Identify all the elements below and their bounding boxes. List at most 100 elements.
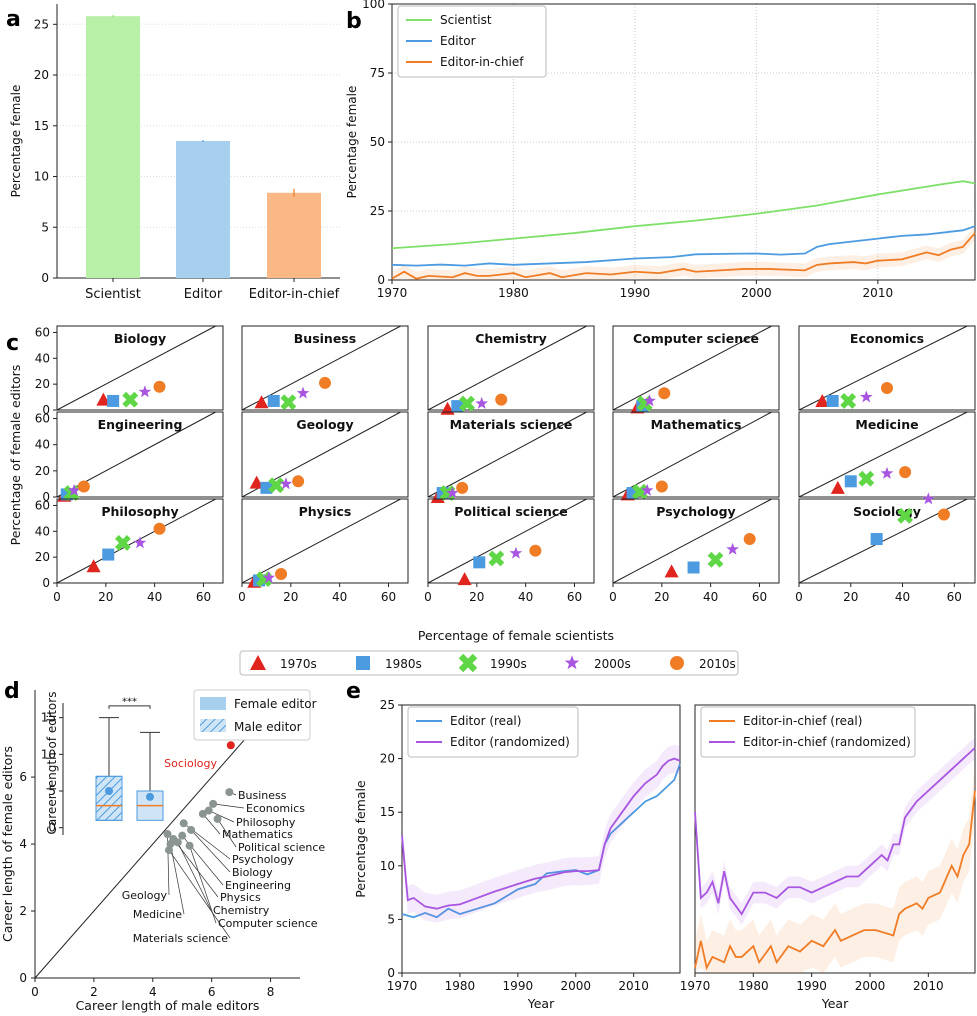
legend-label: Editor-in-chief — [440, 55, 524, 69]
x-tick-label: 8 — [267, 985, 275, 999]
marker-triangle — [86, 559, 101, 573]
subplot-title: Physics — [299, 504, 352, 519]
y-tick-label: 2 — [19, 904, 27, 918]
marker-square — [687, 561, 700, 574]
y-tick-label: 60 — [35, 325, 50, 339]
subplot-materials-science: Materials science — [427, 411, 595, 503]
plot-frame — [612, 325, 780, 411]
marker-star — [446, 486, 459, 499]
subplot-business: Business — [241, 325, 409, 411]
subplot-title: Biology — [114, 331, 166, 346]
marker-x — [122, 391, 139, 408]
x-tick-label: 1990 — [620, 286, 651, 300]
marker-circle — [899, 466, 912, 479]
marker-star — [138, 385, 152, 398]
subplot-chemistry: Chemistry — [427, 325, 595, 415]
box-hatch — [95, 775, 123, 821]
x-tick-label: 2010 — [913, 979, 944, 993]
x-tick-label: 0 — [238, 590, 246, 604]
plot-frame — [427, 325, 595, 411]
marker-circle — [456, 481, 469, 494]
plot-frame — [798, 411, 976, 498]
x-tick-label: 2010 — [863, 286, 894, 300]
marker-circle — [881, 382, 893, 395]
subplot-title: Philosophy — [101, 504, 178, 519]
diagonal-line — [34, 703, 277, 979]
x-tick-label: 40 — [332, 590, 347, 604]
series-line — [694, 747, 976, 916]
marker-x — [280, 394, 297, 411]
plot-frame — [56, 411, 224, 498]
x-tick-label: 1970 — [377, 286, 408, 300]
subplot-political-science: Political science 0 20 40 60 — [424, 498, 595, 604]
marker-square — [451, 400, 464, 413]
data-point — [209, 799, 218, 808]
plot-frame — [612, 498, 780, 584]
subplot-e2: 1970 1980 1990 2000 2010 Year Editor-in-chief … — [680, 704, 976, 1011]
data-point — [178, 831, 187, 840]
point-label: Engineering — [225, 879, 291, 892]
subplot-mathematics: Mathematics — [612, 411, 780, 501]
subplot-biology: Biology 0 20 40 60 — [35, 325, 224, 417]
panel-letter-c: c — [6, 331, 19, 356]
y-axis-label: Percentage female — [9, 85, 23, 198]
legend-label: Editor-in-chief (real) — [743, 714, 862, 728]
y-tick-label: 0 — [42, 576, 50, 590]
marker-square — [844, 475, 857, 488]
subplot-geology: Geology — [241, 411, 409, 498]
significance-bracket — [108, 705, 151, 709]
y-tick-label: 60 — [35, 412, 50, 426]
x-tick-label: 4 — [149, 985, 157, 999]
subplot-physics: Physics 0 20 40 60 — [238, 498, 409, 604]
panel-e: 0 5 10 15 20 25 1970 1980 1990 2000 2010 Year Editor… — [353, 698, 976, 1011]
confidence-band — [695, 737, 975, 925]
x-tick-label: 1980 — [498, 286, 529, 300]
leader-line — [208, 810, 235, 823]
subplot-title: Medicine — [855, 417, 918, 432]
x-tick-label: 0 — [424, 590, 432, 604]
plot-frame — [798, 498, 976, 584]
plot-frame — [241, 411, 409, 498]
leader-line — [213, 803, 245, 809]
data-point — [225, 788, 234, 797]
plot-frame — [241, 325, 409, 411]
panel-letter-a: a — [6, 7, 21, 32]
series-line — [391, 180, 976, 250]
point-label: Materials science — [133, 932, 229, 945]
x-tick-label: 40 — [518, 590, 533, 604]
marker-square — [356, 656, 370, 670]
marker-circle — [292, 475, 305, 488]
legend-label: Editor (real) — [450, 714, 521, 728]
point-label: Medicine — [133, 908, 182, 921]
legend-swatch — [200, 697, 226, 710]
y-tick-label: 4 — [19, 837, 27, 851]
y-tick-label: 0 — [377, 273, 385, 287]
y-tick-label: 40 — [35, 438, 50, 452]
leader-line — [202, 813, 221, 835]
plot-frame — [241, 498, 409, 584]
legend-label: 1970s — [280, 657, 317, 671]
marker-x — [268, 477, 285, 494]
y-tick-label: 0 — [41, 271, 49, 285]
y-axis-label: Percentage female — [345, 86, 359, 199]
legend — [397, 5, 547, 78]
marker-circle — [153, 522, 166, 535]
marker-star — [643, 394, 656, 407]
series-line — [391, 232, 976, 280]
marker-circle — [275, 567, 288, 580]
x-tick-label: 20 — [469, 590, 484, 604]
bar — [86, 16, 140, 279]
plot-frame — [694, 704, 976, 974]
x-tick-label: 1970 — [680, 979, 711, 993]
x-tick-label: 40 — [895, 590, 910, 604]
point-label: Physics — [220, 891, 261, 904]
plot-frame — [427, 411, 595, 498]
marker-star — [509, 546, 523, 559]
y-tick-label: 5 — [41, 220, 49, 234]
x-tick-label: 1980 — [738, 979, 769, 993]
marker-star — [726, 542, 739, 555]
subplot-economics: Economics — [798, 325, 976, 411]
subplot-title: Engineering — [98, 417, 183, 432]
marker-circle — [529, 544, 542, 557]
